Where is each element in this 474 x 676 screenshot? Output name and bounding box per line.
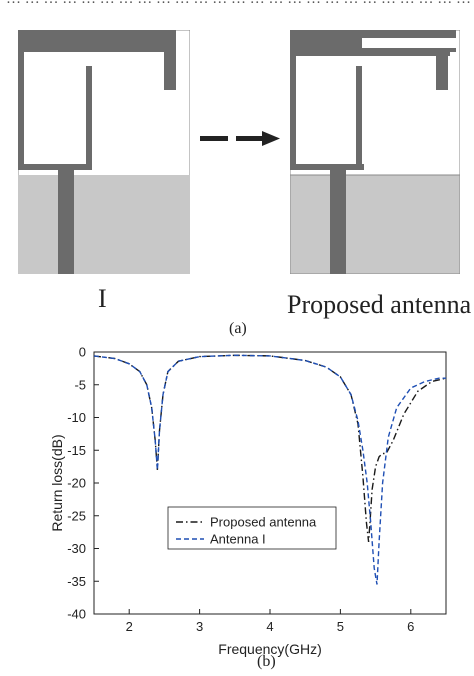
legend-box bbox=[167, 506, 337, 550]
y-tick-label: -30 bbox=[67, 541, 86, 556]
y-tick-label: -25 bbox=[67, 508, 86, 523]
return-loss-chart: 2 3 4 5 6 0 -5 -10 -15 -20 -25 -30 -35 -40 Proposed a… bbox=[49, 345, 447, 657]
legend-label: Antenna I bbox=[210, 532, 266, 547]
y-tick-label: -15 bbox=[67, 443, 86, 458]
y-tick-label: -40 bbox=[67, 607, 86, 622]
header-fragment: … … … … … … … … … … … … … … … … … … … … … bbox=[0, 0, 474, 14]
figure-a-caption: (a) bbox=[229, 320, 247, 337]
proposed-antenna-diagram bbox=[290, 30, 460, 274]
x-tick-label: 5 bbox=[337, 619, 344, 634]
y-tick-label: -5 bbox=[74, 377, 86, 392]
antenna-i-label: I bbox=[98, 284, 107, 313]
x-tick-label: 4 bbox=[266, 619, 273, 634]
x-tick-label: 3 bbox=[196, 619, 203, 634]
figure-b-caption: (b) bbox=[257, 653, 276, 670]
header-fragment-text: … … … … … … … … … … … … … … … … … … … … … bbox=[6, 0, 474, 8]
transition-arrow bbox=[200, 131, 280, 146]
antenna-i-patch bbox=[18, 30, 176, 274]
legend-label: Proposed antenna bbox=[210, 515, 317, 530]
chart-legend: Proposed antenna Antenna I bbox=[167, 506, 337, 550]
y-axis-label: Return loss(dB) bbox=[49, 434, 65, 531]
x-axis-label: Frequency(GHz) bbox=[218, 641, 321, 657]
proposed-ground-plane bbox=[290, 174, 460, 274]
series-line-antenna-i bbox=[93, 354, 446, 585]
y-tick-label: -10 bbox=[67, 410, 86, 425]
proposed-antenna-label: Proposed antenna bbox=[287, 290, 472, 319]
proposed-patch bbox=[290, 30, 456, 274]
x-tick-label: 6 bbox=[407, 619, 414, 634]
y-tick-label: 0 bbox=[79, 345, 86, 360]
antenna-i-ground-plane bbox=[18, 175, 190, 274]
x-tick-label: 2 bbox=[126, 619, 133, 634]
y-tick-label: -35 bbox=[67, 574, 86, 589]
plot-frame bbox=[93, 351, 447, 615]
y-tick-label: -20 bbox=[67, 476, 86, 491]
antenna-i-diagram bbox=[18, 30, 190, 274]
